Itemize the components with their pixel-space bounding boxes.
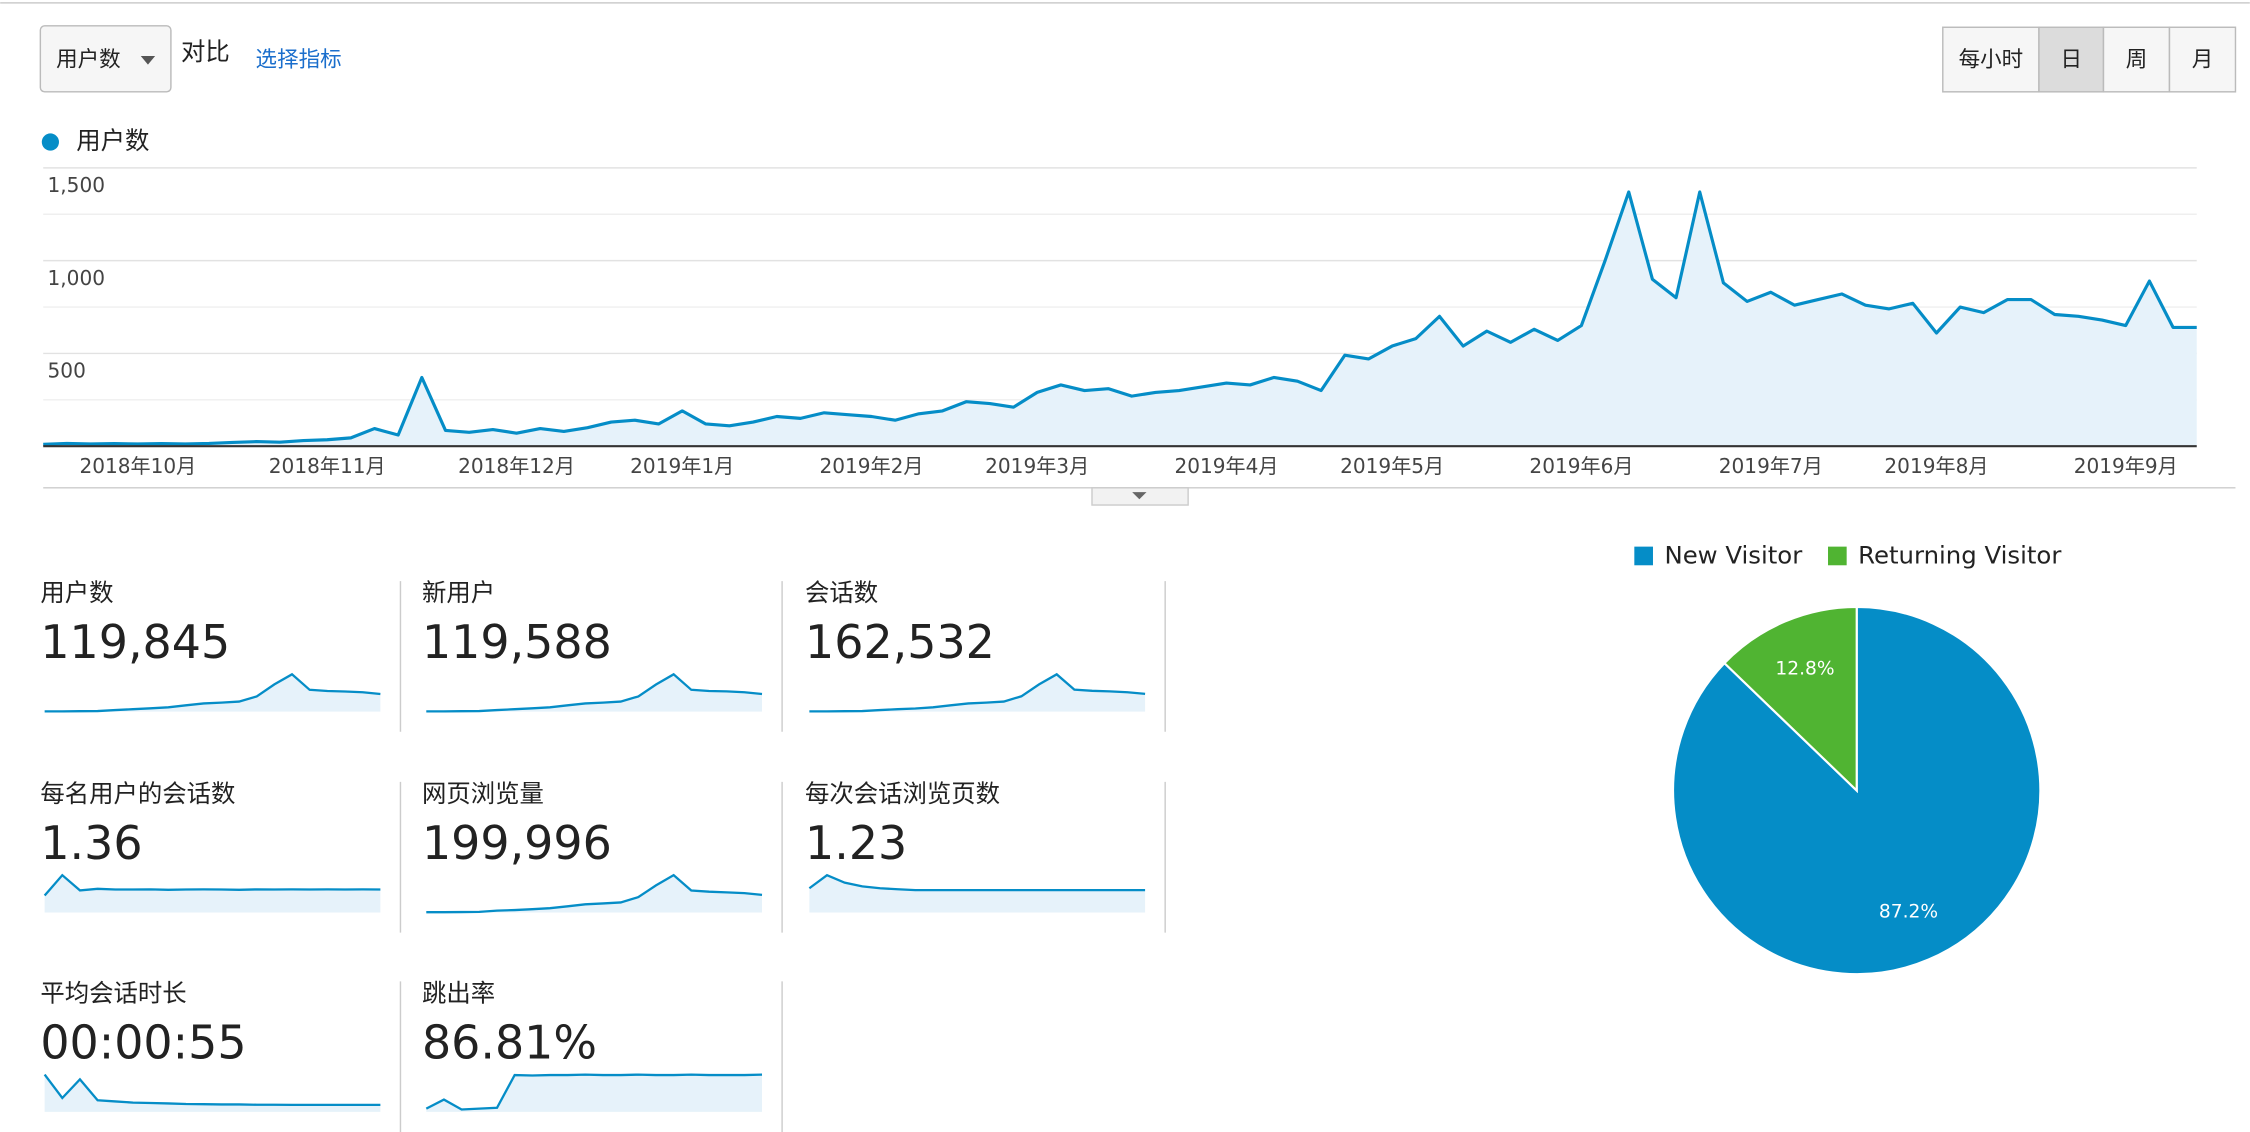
metric-value: 86.81%	[422, 1015, 597, 1069]
legend-marker	[41, 133, 59, 151]
pie-label: 87.2%	[1879, 902, 1938, 923]
metric-label: 网页浏览量	[422, 779, 544, 808]
x-tick-label: 2018年10月	[79, 454, 196, 478]
sparkline	[809, 672, 1146, 713]
x-tick-label: 2019年5月	[1340, 454, 1444, 478]
granularity-buttons: 每小时 日 周 月	[1942, 26, 2237, 93]
metric-label: 新用户	[422, 578, 495, 607]
x-tick-label: 2018年12月	[458, 454, 575, 478]
metric-dropdown[interactable]	[39, 25, 172, 93]
sparkline-area	[809, 875, 1146, 913]
sparkline	[43, 873, 381, 897]
sparkline-area	[426, 1074, 763, 1112]
sparkline	[426, 873, 763, 914]
metric-value: 162,532	[805, 615, 995, 669]
x-tick-label: 2019年7月	[1719, 454, 1823, 478]
metric-label: 用户数	[40, 578, 113, 607]
legend-swatch	[1634, 546, 1653, 566]
legend-label: 用户数	[76, 126, 149, 155]
y-tick-label: 1,000	[48, 266, 105, 290]
metric-value: 119,845	[40, 615, 230, 669]
compare-label: 对比	[181, 37, 230, 66]
sparkline	[43, 1073, 381, 1107]
granularity-label[interactable]: 日	[2060, 47, 2082, 72]
x-tick-label: 2019年2月	[819, 454, 923, 478]
metric-value: 1.36	[40, 816, 142, 870]
x-tick-label: 2019年3月	[985, 454, 1089, 478]
granularity-button[interactable]	[2102, 26, 2171, 93]
line	[43, 190, 2197, 446]
pie-label: 12.8%	[1775, 658, 1834, 679]
granularity-label[interactable]: 月	[2192, 47, 2214, 72]
metric-value: 199,996	[422, 816, 612, 870]
sparkline-area	[44, 875, 381, 913]
sparkline	[425, 1073, 763, 1111]
x-tick-label: 2019年1月	[630, 454, 734, 478]
metric-label: 平均会话时长	[40, 978, 186, 1007]
choose-metric-link[interactable]: 选择指标	[256, 47, 342, 72]
metric-label: 会话数	[805, 578, 878, 607]
legend-label: New Visitor	[1664, 541, 1803, 570]
sparkline-area	[426, 875, 763, 913]
x-tick-label: 2019年6月	[1529, 454, 1633, 478]
metric-value: 00:00:55	[40, 1015, 246, 1069]
y-tick-label: 1,500	[48, 173, 105, 197]
granularity-label[interactable]: 周	[2126, 47, 2148, 72]
y-tick-label: 500	[48, 359, 86, 383]
pie-slice	[1722, 605, 1858, 794]
metric-label: 跳出率	[422, 978, 495, 1007]
dropdown-caret	[140, 55, 156, 65]
sparkline	[426, 672, 763, 713]
sparkline-area	[809, 674, 1146, 712]
sparkline	[44, 672, 381, 713]
granularity-button[interactable]	[1942, 26, 2040, 93]
metric-value: 119,588	[422, 615, 612, 669]
area	[43, 191, 2197, 447]
x-tick-label: 2019年4月	[1174, 454, 1278, 478]
sparkline-area	[44, 1074, 381, 1112]
legend-swatch	[1828, 546, 1847, 566]
sparkline-area	[426, 674, 763, 712]
granularity-button[interactable]	[2168, 26, 2237, 93]
x-tick-label: 2019年9月	[2074, 454, 2178, 478]
metric-label: 每次会话浏览页数	[805, 779, 1000, 808]
metric-dropdown-label[interactable]: 用户数	[56, 47, 121, 72]
sparkline	[808, 873, 1146, 892]
x-tick-label: 2019年8月	[1884, 454, 1988, 478]
sparkline-area	[44, 674, 381, 712]
metric-value: 1.23	[805, 816, 907, 870]
legend-label: Returning Visitor	[1858, 541, 2062, 570]
x-tick-label: 2018年11月	[269, 454, 386, 478]
granularity-button[interactable]	[2038, 26, 2105, 93]
metric-label: 每名用户的会话数	[40, 779, 235, 808]
granularity-label[interactable]: 每小时	[1959, 47, 2024, 72]
collapse-caret	[1132, 492, 1147, 500]
